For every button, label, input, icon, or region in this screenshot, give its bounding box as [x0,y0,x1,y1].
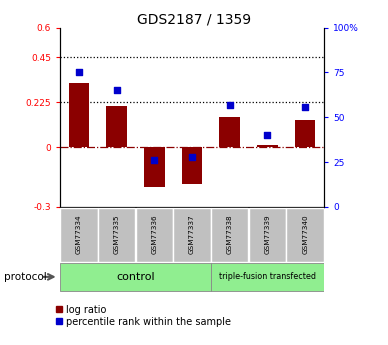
Text: GSM77339: GSM77339 [265,215,270,254]
Bar [295,120,315,147]
Point [114,88,120,93]
Point [151,158,158,163]
Text: triple-fusion transfected: triple-fusion transfected [219,272,316,282]
Bar [69,83,89,147]
Text: GSM77338: GSM77338 [227,215,233,254]
FancyBboxPatch shape [98,208,135,262]
Text: GSM77335: GSM77335 [114,215,120,254]
Text: protocol: protocol [4,272,47,282]
Text: control: control [116,272,155,282]
FancyBboxPatch shape [60,263,211,291]
FancyBboxPatch shape [249,208,286,262]
Bar [106,106,127,147]
Point [76,70,82,75]
Text: GSM77340: GSM77340 [302,215,308,254]
FancyBboxPatch shape [60,208,98,262]
Point [264,132,270,138]
Bar [219,117,240,147]
Text: GSM77334: GSM77334 [76,215,82,254]
Bar [182,147,203,184]
Text: GSM77337: GSM77337 [189,215,195,254]
FancyBboxPatch shape [211,208,248,262]
Legend: log ratio, percentile rank within the sample: log ratio, percentile rank within the sa… [55,305,231,327]
FancyBboxPatch shape [173,208,211,262]
Point [302,104,308,109]
Point [189,154,195,159]
Text: GSM77336: GSM77336 [151,215,158,254]
FancyBboxPatch shape [136,208,173,262]
FancyBboxPatch shape [211,263,324,291]
Text: GDS2187 / 1359: GDS2187 / 1359 [137,12,251,26]
Bar [144,147,165,187]
Bar [257,145,278,147]
Point [227,102,233,108]
FancyBboxPatch shape [286,208,324,262]
